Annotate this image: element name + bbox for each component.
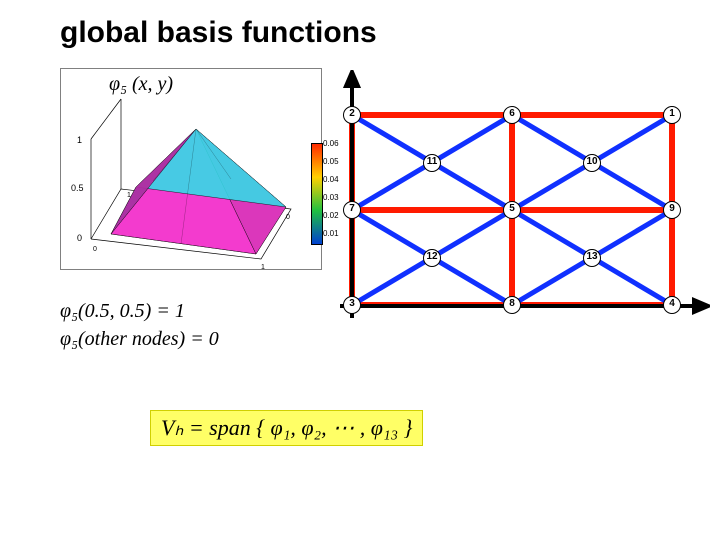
mesh-node: 6 bbox=[503, 106, 521, 124]
mesh-diagram: 26111107591213384 bbox=[300, 70, 710, 330]
ztick: 0.5 bbox=[71, 183, 84, 193]
mesh-node: 9 bbox=[663, 201, 681, 219]
span-ellipsis: ⋯ bbox=[332, 415, 354, 440]
span-after: , φ₁₃ } bbox=[354, 415, 412, 440]
xtick: 1 bbox=[261, 264, 265, 269]
phi-surface-svg: 1 0.5 0 0 1 0 1 bbox=[61, 69, 321, 269]
span-before: Vₕ = span { φ₁, φ₂, bbox=[161, 415, 332, 440]
ztick: 0 bbox=[77, 233, 82, 243]
mesh-node: 12 bbox=[423, 249, 441, 267]
mesh-node: 13 bbox=[583, 249, 601, 267]
mesh-node: 1 bbox=[663, 106, 681, 124]
mesh-node: 5 bbox=[503, 201, 521, 219]
mesh-node: 2 bbox=[343, 106, 361, 124]
mesh-node: 10 bbox=[583, 154, 601, 172]
phi5-eq2: φ₅(other nodes) = 0 bbox=[60, 328, 219, 351]
mesh-node: 4 bbox=[663, 296, 681, 314]
ytick: 0 bbox=[286, 214, 290, 221]
phi-surface-plot: φ₅ (x, y) 1 0.5 0 0 1 0 1 bbox=[60, 68, 322, 270]
mesh-node: 11 bbox=[423, 154, 441, 172]
xtick: 0 bbox=[93, 246, 97, 253]
mesh-node: 7 bbox=[343, 201, 361, 219]
mesh-node: 8 bbox=[503, 296, 521, 314]
span-equation: Vₕ = span { φ₁, φ₂, ⋯ , φ₁₃ } bbox=[150, 410, 423, 446]
phi5-eq1: φ₅(0.5, 0.5) = 1 bbox=[60, 300, 185, 323]
slide-title: global basis functions bbox=[60, 16, 377, 50]
mesh-node: 3 bbox=[343, 296, 361, 314]
ztick: 1 bbox=[77, 135, 82, 145]
